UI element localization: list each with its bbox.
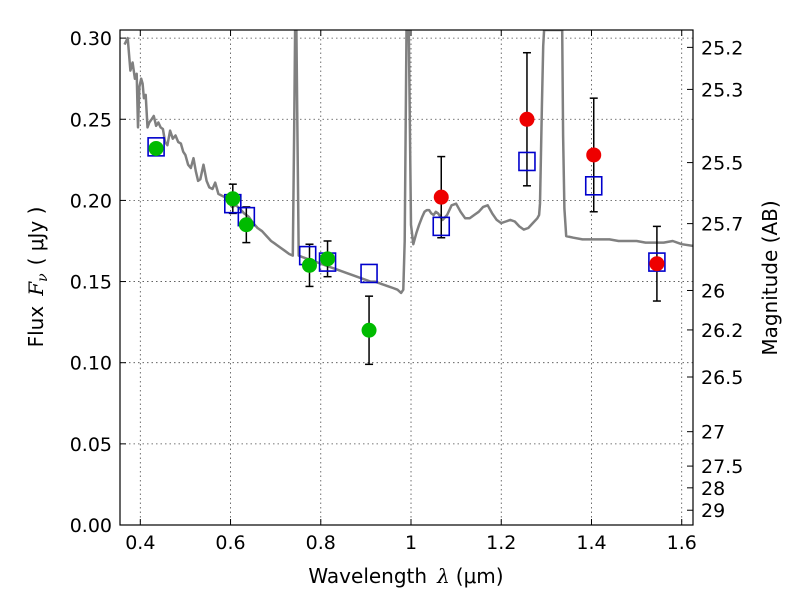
x-tick-label: 0.4 [125,532,155,554]
red-data-point [433,189,449,205]
model-spectrum-line [123,30,693,295]
x-tick-label: 1.6 [667,532,697,554]
y-axis-label: Flux Fν ( μJy ) [24,207,51,348]
y2-tick-label: 25.3 [701,79,743,101]
x-axis-label: Wavelength λ (μm) [308,564,503,588]
y-tick-label: 0.10 [70,353,112,375]
red-data-point [586,147,602,163]
x-tick-label: 0.8 [306,532,336,554]
model-square-marker [518,151,536,172]
markers [147,111,666,338]
green-data-point [238,217,254,233]
x-tick-label: 0.6 [215,532,245,554]
data-layer [123,30,693,295]
model-square-marker [360,263,378,284]
y-tick-label: 0.30 [70,28,112,50]
y-tick-label: 0.20 [70,190,112,212]
y-axis-title: Flux [24,306,48,348]
y-tick-label: 0.25 [70,109,112,131]
y2-tick-label: 25.7 [701,214,743,236]
plot-frame [119,29,694,526]
y2-tick-label: 27 [701,422,725,444]
y2-tick-label: 26.2 [701,320,743,342]
y-tick-label: 0.15 [70,272,112,294]
green-data-point [361,322,377,338]
grid [120,30,693,526]
y-axis-unit: ( μJy ) [24,207,48,266]
green-data-point [225,191,241,207]
x-tick-label: 1.2 [486,532,516,554]
x-axis-symbol: λ [436,564,450,588]
y2-tick-label: 27.5 [701,456,743,478]
y-tick-label: 0.00 [70,515,112,537]
y-axis-subscript: ν [35,273,51,282]
model-square-marker [584,176,603,196]
y2-tick-label: 25.2 [701,37,743,59]
green-data-point [301,257,317,273]
y2-tick-label: 26 [701,280,725,302]
green-data-point [148,140,164,156]
x-axis-title: Wavelength [308,564,427,588]
y-tick-label: 0.05 [70,434,112,456]
red-data-point [649,256,665,272]
green-data-point [320,251,336,267]
y2-axis-label: Magnitude (AB) [758,200,782,355]
ticks: 0.4 0.6 0.8 1 1.2 1.4 1.6 0.00 0.05 0.10 0.15 0.20 0… [70,28,744,554]
y2-tick-label: 29 [701,500,725,522]
x-tick-label: 1 [405,532,417,554]
y2-tick-label: 25.5 [701,153,743,175]
model-square-marker [432,216,451,237]
y-axis-symbol: F [24,281,48,297]
red-data-point [519,111,535,127]
y2-tick-label: 28 [701,478,725,500]
x-tick-label: 1.4 [576,532,606,554]
x-axis-unit: (μm) [456,564,504,588]
y2-tick-label: 26.5 [701,367,743,389]
